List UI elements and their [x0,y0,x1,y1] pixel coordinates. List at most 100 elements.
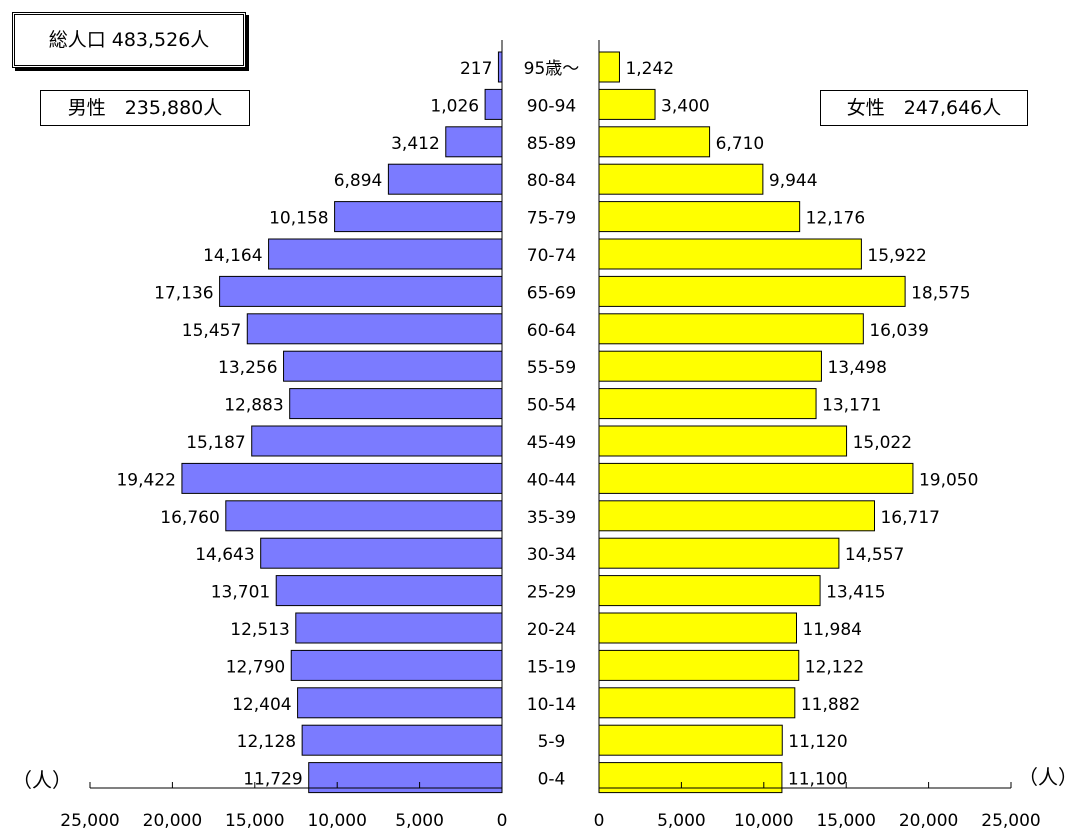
male-value-label: 15,457 [182,321,241,341]
male-x-tick-label: 5,000 [395,811,444,831]
male-value-label: 14,164 [203,246,262,266]
male-bar [275,575,503,607]
male-value-label: 12,790 [226,657,285,677]
female-value-label: 18,575 [911,283,970,303]
total-population-box: 総人口 483,526人 [12,12,246,68]
age-group-label: 95歳～ [524,59,580,79]
male-value-label: 6,894 [334,171,383,191]
female-value-label: 11,882 [801,695,860,715]
male-value-label: 12,513 [230,620,289,640]
female-value-label: 9,944 [769,171,818,191]
age-group-label: 80-84 [527,171,576,191]
female-value-label: 15,922 [867,246,926,266]
age-group-label: 70-74 [527,246,576,266]
age-group-label: 5-9 [538,732,566,752]
age-group-label: 20-24 [527,620,576,640]
male-x-tick-label: 25,000 [60,811,119,831]
male-value-label: 14,643 [195,545,254,565]
female-bar [598,612,797,644]
female-value-label: 13,498 [827,358,886,378]
age-group-label: 65-69 [527,283,576,303]
female-bar [598,51,620,83]
male-bar [387,163,503,195]
age-group-label: 85-89 [527,134,576,154]
male-bar [289,388,503,420]
male-bar [295,612,503,644]
male-bar [260,537,503,569]
male-bar [445,126,503,158]
male-bar [334,201,503,233]
female-value-label: 11,120 [788,732,847,752]
female-value-label: 16,039 [869,321,928,341]
male-value-label: 12,404 [232,695,291,715]
male-value-label: 13,256 [218,358,277,378]
male-bar [297,687,503,719]
female-value-label: 16,717 [880,508,939,528]
male-bar [301,724,503,756]
female-value-label: 14,557 [845,545,904,565]
male-value-label: 1,026 [430,96,479,116]
female-bar [598,350,822,382]
male-bar [251,425,503,457]
male-x-tick-label: 20,000 [143,811,202,831]
male-bar [283,350,503,382]
female-bar [598,126,711,158]
male-value-label: 10,158 [269,209,328,229]
female-bar [598,425,848,457]
age-group-label: 25-29 [527,583,576,603]
female-bar [598,163,764,195]
female-bar [598,724,783,756]
male-bar [497,51,503,83]
male-bar [484,88,503,120]
female-x-tick-label: 20,000 [899,811,958,831]
female-bar [598,687,796,719]
female-bar [598,201,801,233]
female-bar [598,649,800,681]
female-bar [598,275,906,307]
male-bar [246,313,503,345]
age-group-label: 0-4 [538,770,566,790]
age-group-label: 10-14 [527,695,576,715]
female-value-label: 19,050 [919,470,978,490]
female-bar [598,238,862,270]
age-group-label: 60-64 [527,321,576,341]
age-group-label: 35-39 [527,508,576,528]
female-x-tick-label: 10,000 [734,811,793,831]
male-bar [219,275,503,307]
male-x-tick-label: 15,000 [225,811,284,831]
female-bar [598,388,817,420]
male-value-label: 12,128 [237,732,296,752]
female-value-label: 3,400 [661,96,710,116]
female-x-tick-label: 0 [594,811,605,831]
female-value-label: 13,171 [822,396,881,416]
male-bar [290,649,503,681]
female-bar [598,88,656,120]
x-axis-unit-right: （人） [1018,765,1070,789]
age-group-label: 15-19 [527,657,576,677]
female-value-label: 13,415 [826,583,885,603]
male-bar [225,500,503,532]
x-axis-unit-left: （人） [12,768,72,792]
male-bar [181,462,503,494]
female-x-tick-label: 25,000 [981,811,1040,831]
female-bar [598,537,840,569]
age-group-label: 40-44 [527,470,576,490]
age-group-label: 50-54 [527,396,576,416]
male-value-label: 19,422 [116,470,175,490]
female-x-tick-label: 5,000 [657,811,706,831]
female-bar [598,575,821,607]
male-value-label: 17,136 [154,283,213,303]
age-group-label: 75-79 [527,209,576,229]
male-value-label: 12,883 [224,396,283,416]
female-bar [598,500,875,532]
age-group-label: 30-34 [527,545,576,565]
male-value-label: 3,412 [391,134,440,154]
age-group-label: 90-94 [527,96,576,116]
female-value-label: 1,242 [625,59,674,79]
female-x-tick-label: 15,000 [816,811,875,831]
female-total-box: 女性 247,646人 [820,90,1028,126]
male-value-label: 11,729 [243,770,302,790]
female-bar [598,462,914,494]
female-value-label: 12,176 [806,209,865,229]
